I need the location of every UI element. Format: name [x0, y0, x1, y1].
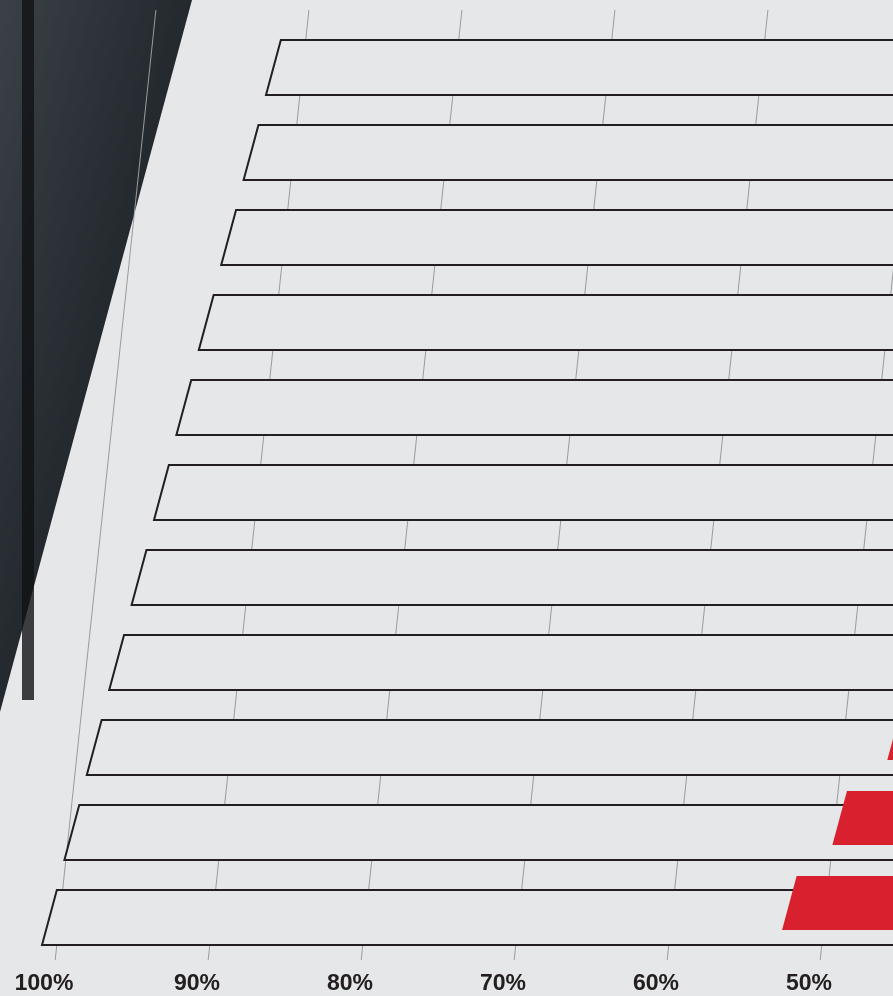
bar-frame [264, 39, 893, 96]
photo-detail [22, 0, 34, 700]
bar [782, 876, 893, 930]
x-tick-label: 60% [633, 969, 679, 995]
bar-frame [175, 379, 893, 436]
background-photo [0, 0, 192, 712]
bar-frame [85, 719, 893, 776]
bar-frame [63, 804, 893, 861]
grid-line [54, 9, 157, 961]
bar [832, 791, 893, 845]
bar-frame [197, 294, 893, 351]
bar-frame [40, 889, 893, 946]
x-tick-label: 80% [327, 969, 373, 995]
x-tick-label: 50% [786, 969, 832, 995]
bar-frame [107, 634, 893, 691]
x-tick-label: 90% [174, 969, 220, 995]
bar-frame [242, 124, 893, 181]
bar-frame [152, 464, 893, 521]
bar-frame [130, 549, 893, 606]
x-tick-label: 70% [480, 969, 526, 995]
tick-labels: 100% 90% 80% 70% 60% 50% [15, 969, 832, 995]
x-tick-label: 100% [15, 969, 74, 995]
bar [887, 738, 893, 760]
bars [40, 39, 893, 946]
bar-frame [219, 209, 893, 266]
